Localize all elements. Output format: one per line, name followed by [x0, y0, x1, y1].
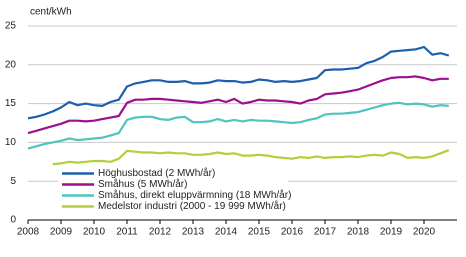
legend-label: Höghusbostad (2 MWh/år): [98, 167, 215, 179]
y-tick-label: 5: [10, 176, 16, 187]
series-line: [27, 75, 449, 135]
y-tick-label: 25: [5, 21, 17, 32]
legend-label: Småhus (5 MWh/år): [98, 178, 187, 190]
x-tick-label: 2008: [17, 227, 40, 238]
x-tick-label: 2011: [116, 227, 138, 238]
x-tick-label: 2015: [248, 227, 271, 238]
series-line: [27, 101, 449, 150]
legend-label: Medelstor industri (2000 - 19 999 MWh/år…: [98, 200, 286, 212]
x-tick-label: 2019: [380, 227, 403, 238]
y-axis-label: cent/kWh: [30, 7, 72, 18]
x-tick-label: 2020: [413, 227, 436, 238]
legend-label: Småhus, direkt eluppvärmning (18 MWh/år): [98, 189, 291, 201]
x-tick-label: 2018: [347, 227, 370, 238]
legend-box: [58, 166, 288, 214]
x-tick-label: 2016: [281, 227, 304, 238]
x-tick-label: 2013: [182, 227, 205, 238]
x-tick-label: 2009: [50, 227, 73, 238]
x-tick-label: 2010: [83, 227, 106, 238]
x-tick-label: 2017: [314, 227, 337, 238]
x-tick-label: 2012: [149, 227, 172, 238]
series-line: [27, 45, 450, 120]
y-tick-label: 0: [10, 215, 16, 226]
y-tick-label: 20: [5, 59, 17, 70]
series-line: [52, 149, 450, 166]
y-tick-label: 10: [5, 137, 17, 148]
x-tick-label: 2014: [215, 227, 238, 238]
y-tick-label: 15: [5, 98, 17, 109]
